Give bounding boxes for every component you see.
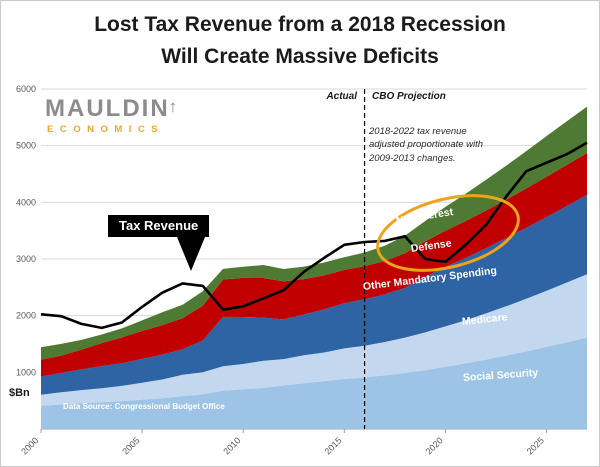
tax-revenue-line (40, 141, 588, 330)
mauldin-economics-logo: MAULDIN↑ ECONOMICS (45, 95, 178, 136)
adjustment-note: 2018-2022 tax revenue adjusted proportio… (369, 126, 484, 164)
y-axis-unit-label: $Bn (9, 387, 30, 399)
y-tick-label: 3000 (16, 254, 36, 264)
x-tick-label: 2025 (525, 435, 546, 456)
x-tick-label: 2015 (323, 435, 344, 456)
area-medicare (41, 274, 587, 406)
chart-title: Lost Tax Revenue from a 2018 Recession W… (1, 9, 599, 72)
chart-title-line1: Lost Tax Revenue from a 2018 Recession (94, 13, 506, 36)
area-social-security (41, 337, 587, 429)
logo-arrow-icon: ↑ (168, 97, 178, 116)
x-tick-label: 2010 (221, 435, 242, 456)
x-tick-label: 2005 (120, 435, 141, 456)
y-tick-label: 5000 (16, 141, 36, 151)
y-tick-label: 2000 (16, 311, 36, 321)
x-tick-label: 2000 (19, 435, 40, 456)
callout-pointer-icon (177, 237, 205, 271)
y-tick-label: 1000 (16, 367, 36, 377)
logo-wordmark: MAULDIN (45, 95, 170, 122)
cbo-projection-label: CBO Projection (372, 91, 446, 102)
actual-label: Actual (326, 91, 357, 102)
area-other-mandatory-spending (41, 195, 587, 395)
logo-subtitle: ECONOMICS (47, 124, 165, 135)
highlight-ellipse (376, 194, 520, 272)
tax-revenue-callout: Tax Revenue (108, 215, 210, 237)
chart-title-line2: Will Create Massive Deficits (161, 44, 439, 68)
y-tick-label: 4000 (16, 197, 36, 207)
y-tick-label: 6000 (16, 84, 36, 94)
data-source-label: Data Source: Congressional Budget Office (63, 402, 225, 411)
area-defense (41, 153, 587, 377)
x-tick-label: 2020 (424, 435, 445, 456)
